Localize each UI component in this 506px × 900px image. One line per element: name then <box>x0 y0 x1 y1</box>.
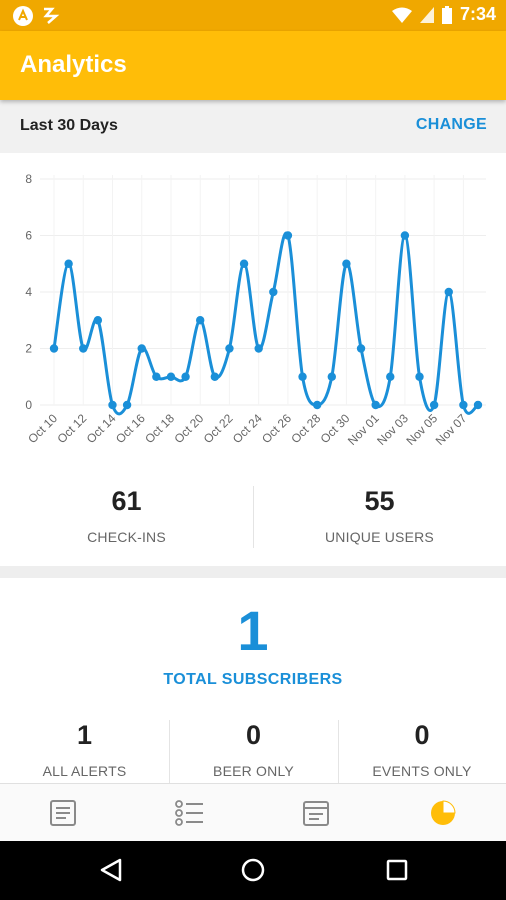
all-alerts-label: ALL ALERTS <box>42 763 127 779</box>
x-tick-label: Oct 16 <box>113 411 148 446</box>
checkins-stat: 61 CHECK-INS <box>0 486 253 545</box>
data-point-nov-07 <box>459 400 468 410</box>
menu-list-icon <box>50 799 77 826</box>
app-logo-icon <box>13 6 33 26</box>
x-tick-label: Oct 28 <box>288 411 323 446</box>
recents-icon[interactable] <box>384 857 410 883</box>
status-time: 7:34 <box>459 4 496 24</box>
checkins-series-line <box>52 231 479 416</box>
home-icon[interactable] <box>240 857 266 883</box>
data-point-oct-27 <box>298 372 307 381</box>
data-point-oct-22 <box>225 344 234 353</box>
x-tick-label: Oct 14 <box>84 411 119 446</box>
events-only-stat: 0 EVENTS ONLY <box>338 720 506 779</box>
nav-tab-analytics[interactable] <box>380 784 506 841</box>
data-point-nov-01 <box>371 400 380 410</box>
calendar-icon <box>303 800 330 826</box>
all-alerts-value: 1 <box>76 720 93 750</box>
x-tick-label: Nov 07 <box>433 411 470 448</box>
back-icon[interactable] <box>98 857 124 883</box>
y-tick-label: 8 <box>25 172 32 186</box>
nav-tab-checklist[interactable] <box>127 784 254 841</box>
battery-icon <box>441 5 452 24</box>
checkins-label: CHECK-INS <box>87 529 166 545</box>
data-point-oct-18 <box>166 372 176 381</box>
y-tick-label: 6 <box>25 229 32 243</box>
x-tick-label: Nov 01 <box>345 411 382 448</box>
data-point-nov-08 <box>473 400 483 410</box>
chart-card: 0 2 4 6 8 Oct 10 Oct 12 Oct 14 Oct 16 Oct 18 Oct 2… <box>0 153 506 566</box>
x-tick-label: Oct 26 <box>259 411 294 446</box>
events-only-label: EVENTS ONLY <box>372 763 472 779</box>
date-range-label: Last 30 Days <box>20 117 118 134</box>
checkins-value: 61 <box>111 486 142 516</box>
wifi-icon <box>391 7 412 23</box>
stat-divider <box>338 720 339 783</box>
data-point-oct-30 <box>342 259 351 268</box>
stat-divider <box>169 720 170 783</box>
nav-tab-menu[interactable] <box>0 784 127 841</box>
system-nav-bar <box>0 841 506 900</box>
unique-users-label: UNIQUE USERS <box>325 529 434 545</box>
data-point-oct-20 <box>196 316 205 325</box>
data-point-oct-21 <box>210 372 220 381</box>
data-point-oct-17 <box>152 372 161 381</box>
unique-users-stat: 55 UNIQUE USERS <box>253 486 506 545</box>
x-tick-label: Oct 18 <box>142 411 177 446</box>
status-bar: 7:34 <box>0 0 506 31</box>
data-point-oct-15 <box>122 400 132 410</box>
data-point-oct-24 <box>254 344 263 353</box>
x-tick-label: Oct 12 <box>54 411 89 446</box>
data-point-oct-11 <box>64 259 73 268</box>
bottom-nav <box>0 783 506 841</box>
x-tick-label: Oct 22 <box>201 411 236 446</box>
data-point-oct-29 <box>327 372 336 381</box>
total-subscribers-label: TOTAL SUBSCRIBERS <box>163 671 343 688</box>
page-title: Analytics <box>20 51 127 78</box>
data-point-oct-14 <box>108 400 117 410</box>
beer-only-label: BEER ONLY <box>213 763 294 779</box>
data-point-nov-06 <box>444 287 453 297</box>
x-tick-label: Oct 10 <box>25 411 60 446</box>
y-tick-label: 0 <box>25 398 32 412</box>
data-point-oct-31 <box>356 344 366 353</box>
analytics-pie-icon <box>430 799 456 825</box>
data-point-oct-12 <box>79 344 88 353</box>
x-tick-label: Nov 05 <box>403 411 440 448</box>
data-point-oct-16 <box>137 344 146 353</box>
y-tick-label: 4 <box>25 285 32 299</box>
data-point-oct-26 <box>283 231 293 240</box>
subscribers-card: 1 TOTAL SUBSCRIBERS 1 ALL ALERTS 0 BEER … <box>0 578 506 783</box>
data-point-nov-05 <box>429 400 439 410</box>
data-point-nov-04 <box>415 372 424 381</box>
stat-divider <box>253 486 254 548</box>
data-point-oct-28 <box>312 400 322 410</box>
data-point-oct-23 <box>239 259 249 268</box>
data-point-oct-19 <box>181 372 190 381</box>
y-tick-label: 2 <box>25 342 32 356</box>
date-range-bar: Last 30 Days CHANGE <box>0 100 506 153</box>
notification-icon <box>43 7 60 24</box>
x-tick-label: Oct 20 <box>171 411 206 446</box>
x-tick-label: Nov 03 <box>374 411 411 448</box>
signal-icon <box>419 6 434 23</box>
change-range-button[interactable]: CHANGE <box>415 116 487 133</box>
data-point-nov-03 <box>400 231 410 240</box>
data-point-oct-25 <box>269 287 278 297</box>
data-point-nov-02 <box>386 372 395 381</box>
x-tick-label: Oct 24 <box>230 411 265 446</box>
total-subscribers-value: 1 <box>237 599 269 662</box>
data-point-oct-13 <box>93 316 103 325</box>
app-bar: Analytics <box>0 31 506 100</box>
checklist-icon <box>174 799 203 826</box>
beer-only-value: 0 <box>245 720 262 750</box>
beer-only-stat: 0 BEER ONLY <box>169 720 338 779</box>
data-point-oct-10 <box>49 344 59 353</box>
events-only-value: 0 <box>414 720 430 750</box>
unique-users-value: 55 <box>364 486 395 516</box>
nav-tab-calendar[interactable] <box>253 784 380 841</box>
all-alerts-stat: 1 ALL ALERTS <box>0 720 169 779</box>
